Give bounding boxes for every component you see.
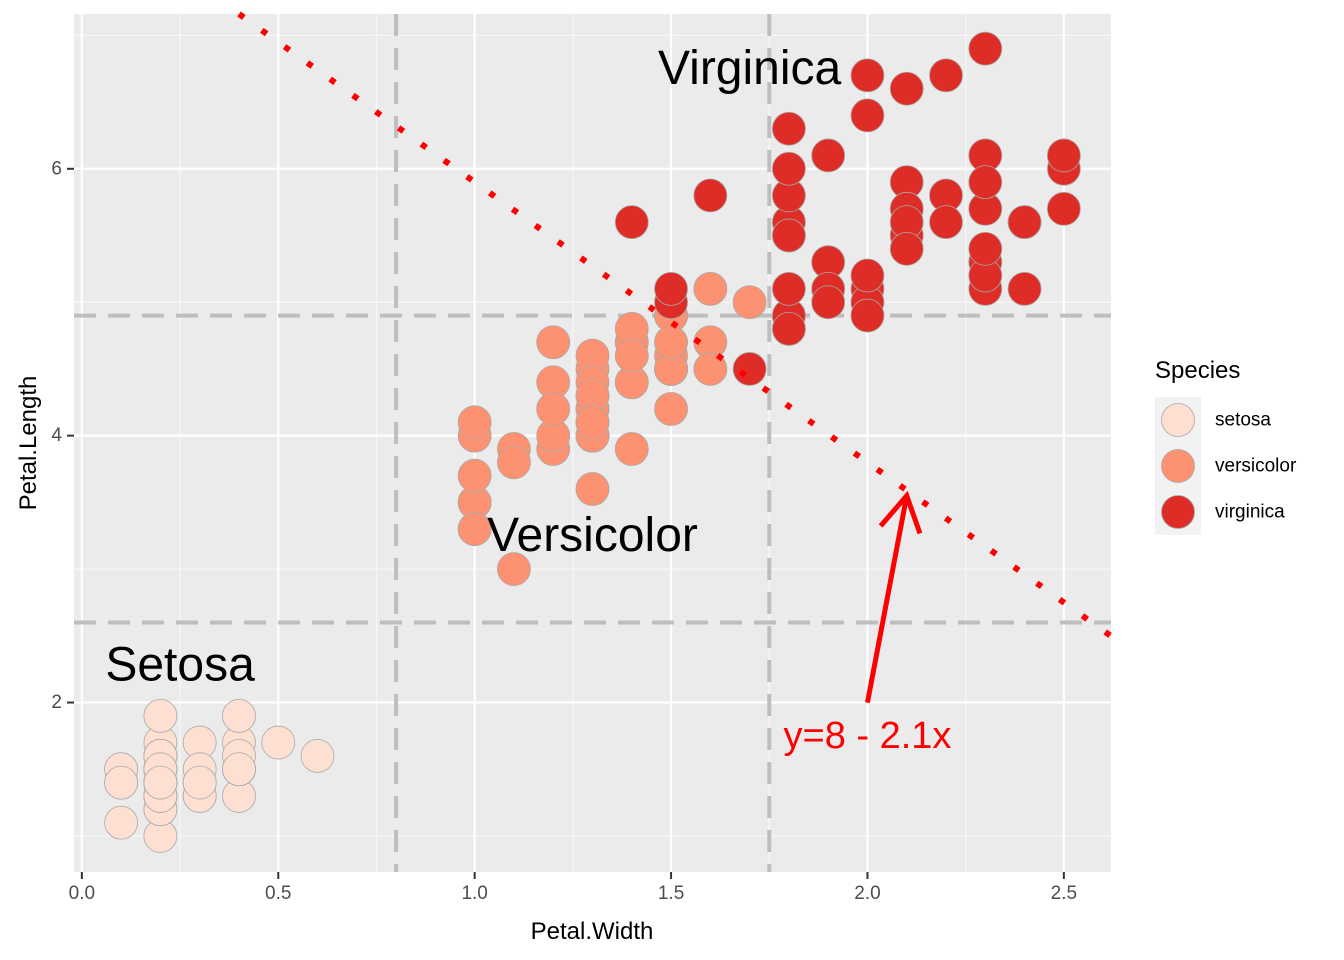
legend-label-versicolor: versicolor [1215,456,1297,477]
virginica-point [889,71,924,106]
virginica-point [1046,191,1081,226]
setosa-point [104,765,139,800]
equation-label: y=8 - 2.1x [784,715,952,757]
virginica-point [772,218,806,253]
virginica-point [732,352,767,386]
x-axis-ticks: 0.0 0.5 1.0 1.5 2.0 2.5 [69,872,1077,904]
y-axis-title: Petal.Length [15,376,42,511]
versicolor-point [457,458,492,493]
versicolor-point [536,392,571,426]
versicolor-point [614,432,649,466]
y-axis-ticks: 2 4 6 [51,158,74,713]
virginica-point [1007,271,1042,306]
species-label-virginica: Virginica [658,42,842,95]
x-tick-label: 2.5 [1051,883,1077,904]
legend-swatch-virginica [1161,495,1195,529]
species-label-versicolor: Versicolor [487,509,698,562]
versicolor-point [654,325,688,360]
virginica-point [811,138,846,173]
legend: Species setosa versicolor virginica [1155,357,1297,535]
virginica-point [772,271,806,306]
versicolor-point [497,552,531,586]
virginica-point [1046,138,1081,173]
virginica-point [693,178,728,213]
virginica-point [811,285,846,320]
data-points [104,11,1113,853]
virginica-point [772,312,806,346]
virginica-point [929,58,963,93]
y-tick-label: 2 [51,692,62,713]
versicolor-point [497,445,531,480]
virginica-point [772,111,806,146]
versicolor-point [693,352,728,386]
virginica-point [968,165,1003,200]
setosa-point [222,698,256,733]
virginica-point [850,298,885,333]
annotations: Setosa Versicolor Virginica y=8 - 2.1x [105,42,951,757]
arrow-head [878,490,923,535]
setosa-point [261,725,296,760]
legend-label-setosa: setosa [1215,410,1271,431]
setosa-point [104,805,139,840]
x-tick-label: 0.5 [265,883,291,904]
diagonal-decision-line [237,11,1113,639]
versicolor-point [575,472,610,506]
versicolor-point [457,405,492,440]
y-tick-label: 6 [51,158,62,179]
versicolor-point [536,325,571,360]
species-label-setosa: Setosa [105,639,255,692]
setosa-point [182,765,217,800]
legend-label-virginica: virginica [1215,502,1285,523]
virginica-point [889,231,924,266]
virginica-point [1007,205,1042,240]
reference-lines [74,14,1111,872]
y-tick-label: 4 [51,425,62,446]
virginica-point [772,151,806,186]
virginica-point [850,258,885,293]
virginica-point [929,205,963,240]
legend-title: Species [1155,357,1240,384]
x-tick-label: 1.0 [461,883,487,904]
versicolor-point [614,338,649,373]
virginica-point [968,31,1003,66]
legend-swatch-setosa [1161,403,1195,437]
x-tick-label: 1.5 [658,883,684,904]
setosa-point [143,765,178,800]
setosa-point [222,752,256,787]
virginica-point [614,205,649,240]
versicolor-point [457,512,492,546]
x-tick-label: 0.0 [69,883,95,904]
versicolor-point [575,405,610,440]
arrow-shaft [865,495,910,704]
virginica-point [654,271,688,306]
legend-swatch-versicolor [1161,449,1195,483]
versicolor-point [693,271,728,306]
x-tick-label: 2.0 [854,883,880,904]
versicolor-point [654,392,688,426]
setosa-point [143,698,178,733]
setosa-point [300,739,335,773]
virginica-point [850,98,885,133]
versicolor-point [732,285,767,320]
virginica-point [850,58,885,93]
x-axis-title: Petal.Width [531,918,654,945]
virginica-point [968,231,1003,266]
